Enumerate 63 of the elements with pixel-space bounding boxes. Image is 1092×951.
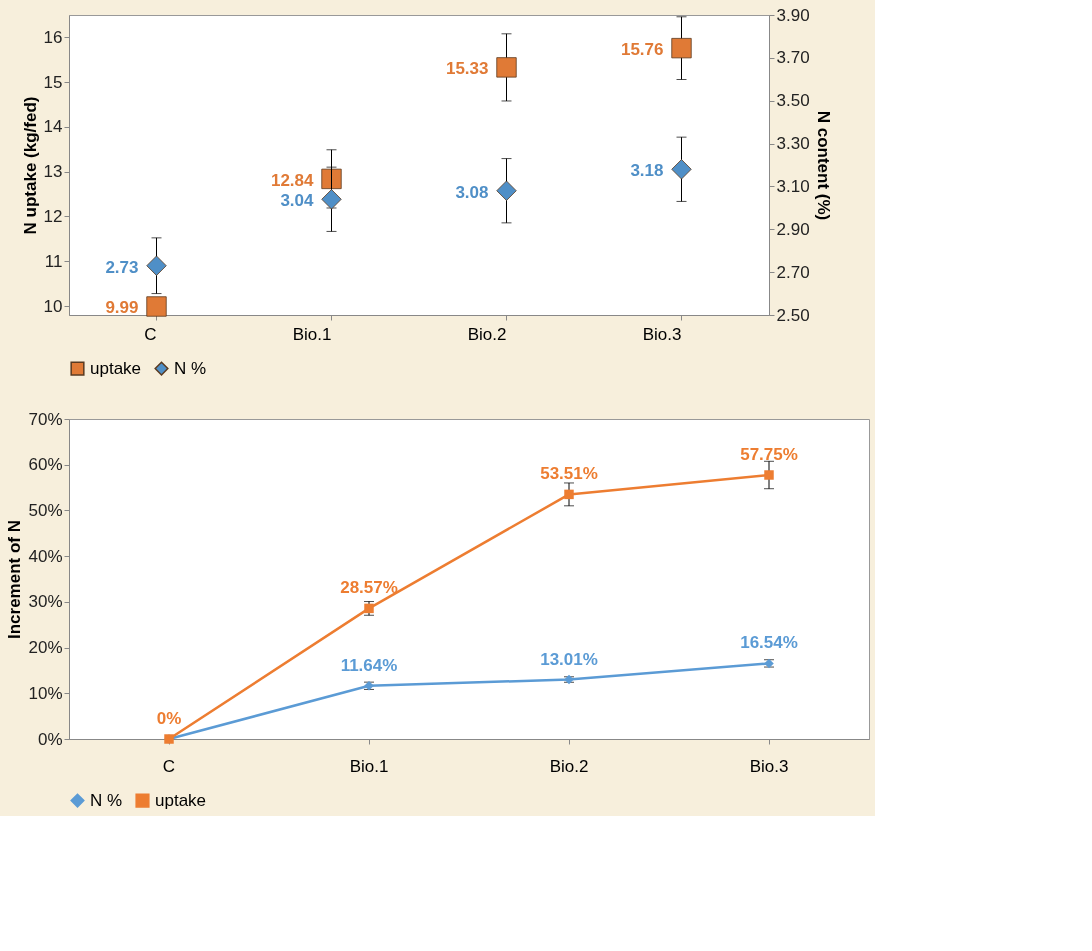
y-tick-label: 60% [28, 455, 63, 475]
point [321, 168, 342, 190]
x-tick-label: Bio.3 [749, 756, 789, 776]
x-tick-label: Bio.3 [642, 324, 682, 344]
data-label: 15.76 [620, 40, 664, 60]
x-tick-label: C [144, 324, 157, 344]
y-tick-label: 30% [28, 592, 63, 612]
y-tick-label: 20% [28, 638, 63, 658]
point [496, 180, 517, 201]
y-tick-label: 50% [28, 500, 63, 520]
x-tick-label: Bio.1 [349, 756, 389, 776]
y-tick-label: 15 [43, 72, 63, 92]
point [146, 296, 167, 317]
y2-tick-label: 2.50 [776, 305, 810, 325]
point [146, 255, 167, 276]
point [564, 489, 574, 500]
y2-tick-label: 2.70 [776, 262, 810, 282]
legend-label: uptake [90, 358, 142, 378]
point [496, 57, 517, 78]
point [764, 470, 774, 480]
point [671, 159, 692, 180]
y2-axis-title: N content (%) [813, 110, 833, 221]
data-label: 3.08 [455, 182, 489, 202]
y-tick-label: 11 [44, 251, 63, 271]
x-tick-label: Bio.1 [292, 324, 332, 344]
data-label: 3.18 [630, 161, 664, 181]
y2-tick-label: 3.10 [776, 176, 810, 196]
data-label: 12.84 [270, 170, 315, 190]
legend-label: N % [174, 358, 207, 378]
data-label: 53.51% [540, 464, 598, 484]
y2-tick-label: 3.90 [776, 5, 810, 25]
x-tick-label: Bio.2 [467, 324, 507, 344]
y-tick-label: 13 [43, 162, 63, 182]
y-axis-title: N uptake (kg/fed) [20, 96, 40, 235]
y-tick-label: 70% [28, 409, 63, 429]
point [321, 189, 342, 210]
y2-tick-label: 3.50 [776, 91, 810, 111]
data-label: 57.75% [740, 445, 798, 464]
y2-tick-label: 3.30 [776, 134, 810, 154]
y2-tick-label: 3.70 [776, 48, 810, 68]
y2-tick-label: 2.90 [776, 219, 810, 239]
y-tick-label: 10 [43, 296, 63, 316]
x-tick-label: C [162, 756, 176, 776]
data-label: 2.73 [105, 257, 139, 277]
data-label: 16.54% [740, 633, 798, 653]
y-axis-title: Increment of N [5, 519, 25, 640]
y-tick-label: 40% [28, 546, 63, 566]
data-label: 9.99 [105, 298, 139, 318]
y-tick-label: 10% [28, 683, 63, 703]
y-tick-label: 12 [43, 206, 63, 226]
y-tick-label: 14 [43, 117, 63, 137]
data-label: 13.01% [540, 649, 598, 669]
y-tick-label: 16 [43, 27, 63, 47]
data-label: 3.04 [280, 191, 315, 211]
data-label: 11.64% [340, 655, 398, 675]
x-tick-label: Bio.2 [549, 756, 589, 776]
data-label: 15.33 [445, 59, 489, 79]
data-label: 0% [156, 709, 182, 728]
data-label: 28.57% [340, 578, 398, 598]
y-tick-label: 0% [37, 729, 63, 749]
legend-label: N % [90, 790, 123, 810]
point [671, 37, 692, 59]
legend-label: uptake [155, 790, 207, 810]
